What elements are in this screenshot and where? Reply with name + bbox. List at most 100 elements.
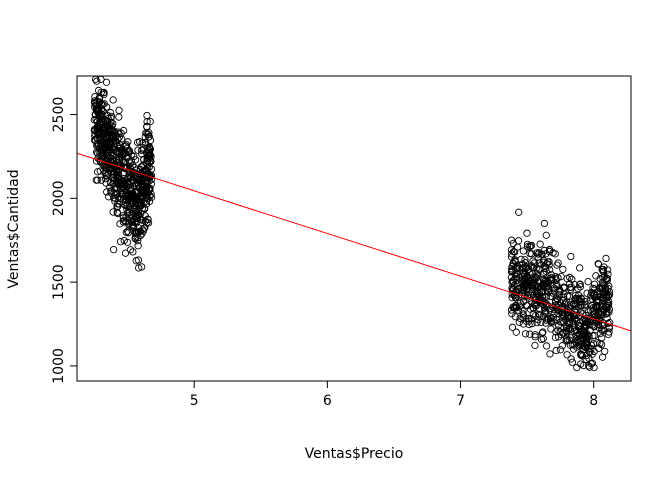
data-point	[566, 283, 574, 292]
data-point	[542, 231, 550, 239]
data-point	[558, 342, 566, 350]
data-point	[115, 165, 123, 173]
data-point	[555, 288, 563, 296]
data-point	[530, 259, 538, 267]
data-point	[538, 288, 546, 296]
y-tick-label: 1500	[51, 264, 67, 300]
data-point	[100, 143, 109, 152]
data-point	[597, 307, 605, 315]
data-point	[547, 314, 555, 322]
data-point	[100, 91, 108, 99]
data-point	[604, 319, 612, 328]
data-point	[117, 237, 125, 246]
data-point	[596, 275, 604, 283]
data-point	[565, 324, 573, 332]
data-point	[549, 249, 557, 257]
data-point	[101, 174, 110, 183]
data-point	[542, 319, 550, 327]
data-point	[109, 96, 117, 104]
data-point	[140, 204, 149, 212]
data-point	[573, 363, 581, 372]
data-point	[581, 297, 589, 306]
data-point	[540, 281, 548, 289]
data-point	[119, 212, 127, 220]
data-point	[567, 252, 575, 261]
data-point	[604, 297, 613, 306]
data-point	[100, 88, 108, 97]
data-point	[567, 355, 575, 363]
data-point	[534, 253, 542, 261]
data-point	[94, 127, 102, 136]
data-point	[91, 93, 99, 101]
data-point	[526, 243, 534, 251]
data-point	[111, 169, 119, 177]
data-point	[132, 214, 140, 222]
data-point	[546, 306, 554, 314]
data-point	[515, 318, 523, 326]
data-point	[545, 247, 554, 256]
data-point	[121, 249, 130, 257]
data-point	[132, 257, 140, 265]
data-point	[540, 219, 549, 228]
data-point	[551, 272, 560, 281]
data-point	[566, 280, 574, 288]
data-point	[98, 107, 106, 115]
data-point	[129, 248, 137, 256]
data-point	[537, 335, 546, 344]
data-point	[115, 106, 123, 114]
data-point	[93, 97, 101, 105]
data-point	[563, 351, 571, 359]
data-point	[115, 113, 123, 121]
data-point	[107, 140, 115, 149]
data-point	[599, 294, 608, 302]
data-point	[512, 265, 520, 273]
data-point	[105, 142, 113, 150]
data-point	[531, 341, 539, 350]
data-point	[140, 188, 148, 196]
data-point	[116, 180, 124, 189]
data-point	[111, 129, 119, 138]
data-point	[122, 218, 130, 226]
data-point	[545, 284, 553, 293]
data-point	[515, 208, 523, 216]
data-point	[568, 275, 576, 283]
data-point	[134, 234, 142, 242]
data-point	[107, 114, 115, 122]
data-point	[598, 326, 606, 334]
data-point	[576, 308, 585, 316]
data-point	[547, 271, 555, 279]
data-point	[578, 352, 587, 360]
data-point	[124, 229, 133, 237]
data-point	[556, 318, 564, 326]
x-axis: 5 6 7 8	[190, 380, 598, 409]
data-point	[144, 170, 152, 178]
data-point	[560, 293, 568, 301]
data-point	[522, 301, 531, 310]
data-point	[146, 145, 155, 153]
data-point	[90, 125, 99, 133]
data-point	[130, 204, 139, 212]
data-point	[144, 174, 152, 182]
data-point	[103, 118, 112, 126]
data-point	[604, 300, 613, 308]
data-point	[122, 142, 130, 150]
data-point	[138, 163, 146, 171]
data-point	[509, 239, 517, 248]
data-point	[599, 267, 608, 276]
data-point	[127, 150, 136, 159]
data-point	[112, 131, 120, 140]
data-point	[555, 285, 563, 293]
data-point	[511, 257, 519, 265]
data-point	[110, 245, 118, 254]
data-point	[553, 261, 561, 269]
data-point	[577, 350, 585, 359]
data-point	[103, 154, 112, 162]
data-point	[507, 246, 516, 254]
data-point	[598, 282, 606, 290]
data-point	[508, 277, 517, 285]
data-point	[135, 264, 143, 272]
data-point	[524, 274, 533, 283]
data-point	[573, 337, 581, 345]
data-point	[138, 219, 146, 227]
data-point	[557, 272, 565, 281]
